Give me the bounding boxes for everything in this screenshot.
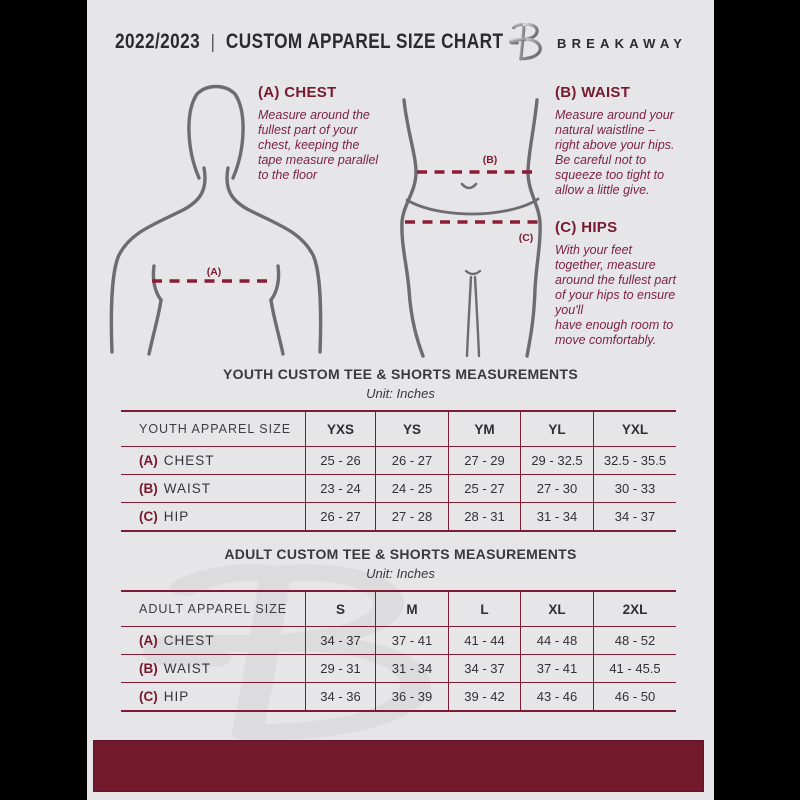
youth-header-size-col: YOUTH APPAREL SIZE xyxy=(139,422,292,436)
table-cell: 27 - 29 xyxy=(448,446,520,474)
title-divider: | xyxy=(210,32,216,53)
table-cell: 37 - 41 xyxy=(375,626,448,654)
hip-line-label: (C) xyxy=(519,232,534,244)
row-label: HIP xyxy=(163,509,190,524)
table-cell: 34 - 37 xyxy=(448,654,520,682)
table-cell: 26 - 27 xyxy=(375,446,448,474)
waist-instruction-heading: (B) WAIST xyxy=(555,84,631,101)
table-cell: 28 - 31 xyxy=(448,502,520,530)
youth-header-yl: YL xyxy=(520,412,593,446)
youth-waist-row-label: (B) WAIST xyxy=(121,474,305,502)
adult-table-unit: Unit: Inches xyxy=(366,566,435,581)
row-key: (A) xyxy=(139,633,158,648)
hips-instruction-body: With your feet together, measure around … xyxy=(555,243,676,347)
breakaway-logo-icon xyxy=(508,22,542,61)
youth-table-unit: Unit: Inches xyxy=(366,386,435,401)
chest-line-label: (A) xyxy=(207,266,222,278)
adult-hip-row-label: (C) HIP xyxy=(121,682,305,710)
chest-instruction: (A) CHEST Measure around the fullest par… xyxy=(258,84,408,183)
table-cell: 32.5 - 35.5 xyxy=(593,446,676,474)
adult-header-l: L xyxy=(448,592,520,626)
table-cell: 44 - 48 xyxy=(520,626,593,654)
footer-accent-bar xyxy=(93,740,704,792)
table-cell: 48 - 52 xyxy=(593,626,676,654)
page-title: 2022/2023 | CUSTOM APPAREL SIZE CHART xyxy=(115,30,503,54)
waist-instruction-body: Measure around your natural waistline – … xyxy=(555,108,675,197)
row-key: (B) xyxy=(139,481,158,496)
table-cell: 41 - 44 xyxy=(448,626,520,654)
row-key: (C) xyxy=(139,689,158,704)
waist-line-label: (B) xyxy=(483,154,498,166)
adult-chest-row-label: (A) CHEST xyxy=(121,626,305,654)
row-key: (B) xyxy=(139,661,158,676)
youth-chest-row-label: (A) CHEST xyxy=(121,446,305,474)
row-key: (A) xyxy=(139,453,158,468)
adult-header-m: M xyxy=(375,592,448,626)
adult-header-2xl: 2XL xyxy=(593,592,676,626)
chart-title: CUSTOM APPAREL SIZE CHART xyxy=(225,30,504,53)
adult-table-title: ADULT CUSTOM TEE & SHORTS MEASUREMENTS xyxy=(224,546,577,562)
chest-instruction-heading: (A) CHEST xyxy=(258,84,337,101)
row-label: WAIST xyxy=(163,661,211,676)
table-cell: 23 - 24 xyxy=(305,474,375,502)
table-cell: 37 - 41 xyxy=(520,654,593,682)
row-label: CHEST xyxy=(163,453,215,468)
adult-header-size-col: ADULT APPAREL SIZE xyxy=(139,602,288,616)
table-cell: 46 - 50 xyxy=(593,682,676,710)
youth-header-ys: YS xyxy=(375,412,448,446)
size-chart-page: 2022/2023 | CUSTOM APPAREL SIZE CHART BR… xyxy=(87,0,714,800)
chest-instruction-body: Measure around the fullest part of your … xyxy=(258,108,379,182)
table-cell: 36 - 39 xyxy=(375,682,448,710)
adult-header-s: S xyxy=(305,592,375,626)
table-cell: 34 - 37 xyxy=(593,502,676,530)
youth-size-table: YOUTH APPAREL SIZE YXS YS YM YL YXL (A) … xyxy=(121,410,676,532)
table-cell: 34 - 37 xyxy=(305,626,375,654)
youth-header-ym: YM xyxy=(448,412,520,446)
table-cell: 30 - 33 xyxy=(593,474,676,502)
table-cell: 31 - 34 xyxy=(520,502,593,530)
hips-instruction-heading: (C) HIPS xyxy=(555,219,618,236)
table-cell: 29 - 31 xyxy=(305,654,375,682)
hips-instruction: (C) HIPS With your feet together, measur… xyxy=(555,219,710,348)
table-cell: 43 - 46 xyxy=(520,682,593,710)
youth-header-yxl: YXL xyxy=(593,412,676,446)
table-cell: 41 - 45.5 xyxy=(593,654,676,682)
brand-name: BREAKAWAY xyxy=(557,36,688,51)
row-label: CHEST xyxy=(163,633,215,648)
waist-instruction: (B) WAIST Measure around your natural wa… xyxy=(555,84,705,198)
table-cell: 25 - 27 xyxy=(448,474,520,502)
adult-waist-row-label: (B) WAIST xyxy=(121,654,305,682)
season-label: 2022/2023 xyxy=(115,30,201,53)
table-cell: 29 - 32.5 xyxy=(520,446,593,474)
table-cell: 26 - 27 xyxy=(305,502,375,530)
table-cell: 39 - 42 xyxy=(448,682,520,710)
row-key: (C) xyxy=(139,509,158,524)
adult-header-xl: XL xyxy=(520,592,593,626)
row-label: HIP xyxy=(163,689,190,704)
table-cell: 24 - 25 xyxy=(375,474,448,502)
table-cell: 31 - 34 xyxy=(375,654,448,682)
table-cell: 27 - 28 xyxy=(375,502,448,530)
table-cell: 34 - 36 xyxy=(305,682,375,710)
lower-torso-figure xyxy=(400,98,542,358)
adult-size-table: ADULT APPAREL SIZE S M L XL 2XL (A) CHES… xyxy=(121,590,676,712)
row-label: WAIST xyxy=(163,481,211,496)
table-cell: 25 - 26 xyxy=(305,446,375,474)
youth-header-yxs: YXS xyxy=(305,412,375,446)
table-cell: 27 - 30 xyxy=(520,474,593,502)
youth-table-title: YOUTH CUSTOM TEE & SHORTS MEASUREMENTS xyxy=(223,366,578,382)
youth-hip-row-label: (C) HIP xyxy=(121,502,305,530)
